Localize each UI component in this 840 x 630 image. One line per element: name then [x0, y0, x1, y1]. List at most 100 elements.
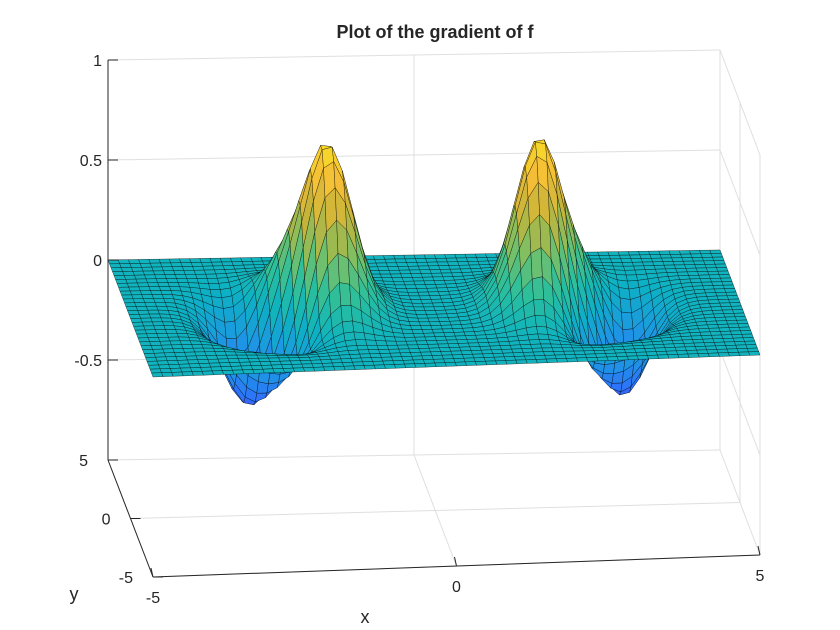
- surface-patch: [431, 328, 445, 334]
- surface-patch: [413, 280, 426, 286]
- surface-patch: [279, 360, 293, 365]
- surface-patch: [606, 356, 619, 361]
- surface-patch: [682, 339, 695, 344]
- surface-patch: [397, 266, 410, 271]
- surface-patch: [684, 346, 697, 351]
- surface-patch: [534, 315, 547, 328]
- surface-patch: [195, 273, 208, 279]
- surface-patch: [266, 382, 279, 394]
- surface-patch: [684, 264, 697, 269]
- surface-patch: [262, 368, 275, 374]
- surface-patch: [188, 363, 201, 369]
- surface-patch: [460, 268, 473, 273]
- surface-patch: [648, 250, 661, 255]
- surface-patch: [426, 313, 439, 319]
- surface-patch: [378, 270, 391, 275]
- surface-patch: [174, 274, 188, 279]
- surface-patch: [410, 299, 423, 304]
- surface-patch: [402, 359, 415, 365]
- surface-patch: [533, 299, 546, 317]
- surface-patch: [138, 313, 152, 319]
- surface-patch: [518, 339, 531, 346]
- surface-patch: [389, 352, 402, 358]
- surface-patch: [621, 262, 634, 267]
- surface-patch: [383, 255, 396, 260]
- surface-patch: [146, 333, 159, 338]
- surface-patch: [495, 360, 508, 365]
- surface-patch: [214, 351, 227, 356]
- surface-patch: [353, 331, 366, 341]
- surface-patch: [417, 317, 430, 323]
- surface-patch: [393, 281, 406, 286]
- surface-patch: [698, 328, 711, 333]
- surface-patch: [669, 253, 683, 259]
- surface-patch: [333, 366, 346, 371]
- surface-patch: [554, 354, 567, 359]
- surface-patch: [681, 257, 694, 262]
- surface-patch: [393, 254, 406, 260]
- surface-patch: [697, 271, 710, 276]
- surface-patch: [719, 330, 733, 336]
- surface-patch: [424, 362, 437, 368]
- surface-patch: [607, 251, 620, 256]
- surface-patch: [414, 336, 427, 342]
- surface-patch: [457, 261, 470, 266]
- surface-patch: [268, 357, 281, 362]
- surface-patch: [536, 326, 549, 335]
- surface-patch: [420, 299, 433, 304]
- surface-patch: [232, 369, 245, 375]
- surface-patch: [702, 285, 715, 290]
- surface-patch: [176, 333, 190, 338]
- surface-patch: [373, 364, 387, 370]
- surface-patch: [382, 360, 395, 366]
- surface-patch: [635, 351, 648, 357]
- surface-patch: [219, 257, 233, 263]
- surface-patch: [404, 284, 417, 289]
- surface-patch: [154, 329, 168, 334]
- surface-patch: [717, 299, 731, 304]
- surface-patch: [653, 344, 666, 349]
- surface-patch: [718, 274, 732, 279]
- surface-patch: [699, 278, 712, 283]
- surface-patch: [689, 278, 702, 283]
- surface-patch: [145, 356, 158, 362]
- surface-patch: [459, 346, 472, 352]
- x-tick-mark: [454, 556, 457, 567]
- surface-patch: [541, 347, 554, 352]
- surface-patch: [695, 267, 708, 272]
- surface-patch: [142, 270, 156, 276]
- surface-patch: [408, 348, 421, 353]
- surface-patch: [347, 349, 361, 355]
- z-tick-label: -0.5: [74, 353, 102, 370]
- surface-patch: [402, 333, 416, 338]
- x-tick-label: 5: [756, 568, 765, 585]
- surface-patch: [423, 332, 436, 338]
- surface-patch: [153, 352, 167, 358]
- surface-patch: [550, 343, 563, 349]
- surface-patch: [508, 340, 521, 346]
- surface-patch: [479, 345, 492, 351]
- surface-patch: [126, 282, 140, 288]
- surface-patch: [644, 347, 657, 353]
- surface-patch: [163, 270, 176, 275]
- surface-patch: [721, 281, 734, 286]
- surface-patch: [535, 358, 548, 364]
- surface-patch: [119, 290, 133, 296]
- surface-patch: [608, 254, 622, 260]
- surface-patch: [167, 282, 180, 287]
- surface-patch: [356, 344, 369, 351]
- surface-patch: [709, 277, 723, 283]
- surface-patch: [683, 342, 696, 348]
- surface-patch: [727, 351, 741, 357]
- surface-patch: [435, 257, 448, 263]
- surface-patch: [346, 345, 359, 351]
- surface-patch: [151, 294, 165, 299]
- surface-patch: [731, 334, 744, 339]
- surface-patch: [170, 262, 183, 267]
- surface-patch: [574, 353, 587, 359]
- surface-patch: [725, 344, 738, 350]
- surface-patch: [530, 343, 543, 349]
- surface-patch: [503, 356, 517, 361]
- surface-patch: [672, 260, 685, 266]
- surface-patch: [627, 251, 641, 256]
